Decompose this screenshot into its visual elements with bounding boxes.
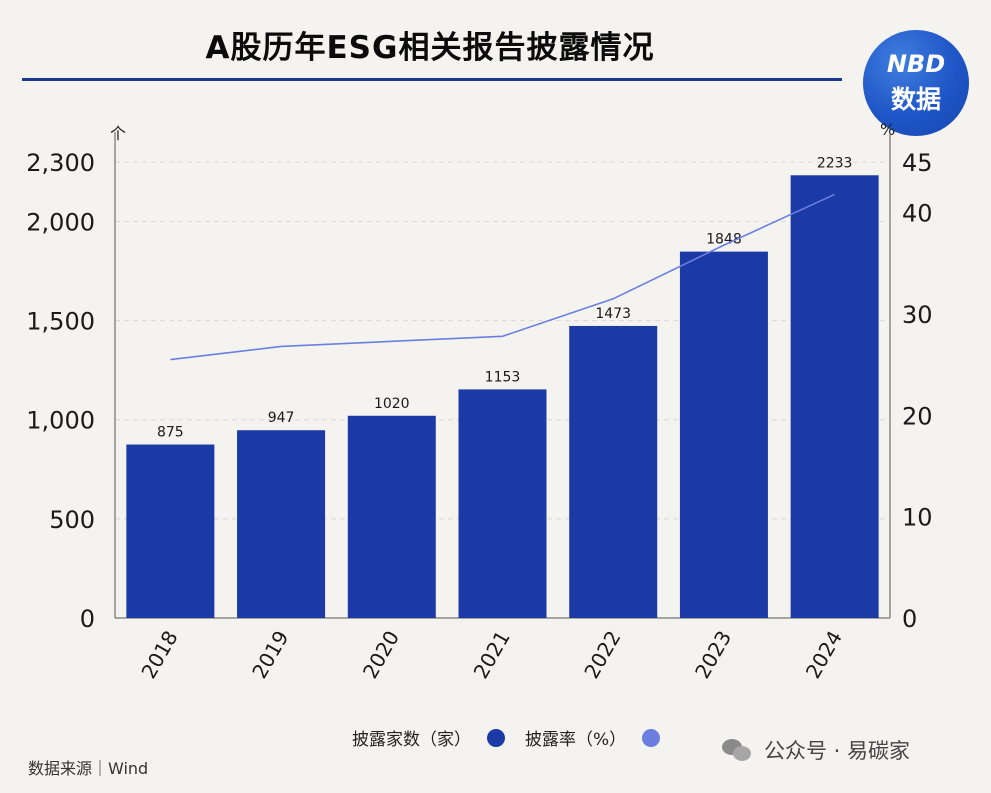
left-tick-label: 2,300 — [26, 149, 95, 177]
bar — [569, 325, 658, 618]
left-tick-label: 1,000 — [26, 407, 95, 435]
bar-data-label: 875 — [157, 425, 184, 441]
left-axis-unit: 个 — [110, 124, 127, 143]
right-tick-label: 0 — [902, 605, 917, 633]
legend-bars-swatch — [487, 728, 505, 747]
left-tick-label: 500 — [49, 506, 95, 534]
bar — [790, 175, 879, 618]
bar — [347, 415, 436, 618]
right-tick-label: 10 — [902, 504, 933, 532]
chart-title: A股历年ESG相关报告披露情况 — [205, 30, 655, 66]
right-tick-label: 40 — [902, 200, 933, 228]
x-tick-label: 2023 — [690, 627, 736, 683]
x-tick-label: 2024 — [801, 627, 847, 683]
right-tick-label: 45 — [902, 149, 933, 177]
logo-line2: 数据 — [890, 85, 941, 114]
bar-data-label: 1020 — [374, 396, 410, 412]
legend-line-label: 披露率（%） — [525, 730, 627, 750]
bar-data-label: 1473 — [595, 306, 631, 322]
bar — [126, 444, 215, 618]
legend-line-swatch — [642, 728, 661, 747]
legend-bars-label: 披露家数（家） — [352, 730, 471, 750]
right-tick-label: 30 — [902, 301, 933, 329]
watermark-text: 公众号 · 易碳家 — [764, 739, 911, 763]
x-tick-label: 2019 — [247, 627, 293, 683]
right-tick-label: 20 — [902, 402, 933, 430]
x-tick-label: 2022 — [579, 627, 625, 683]
legend: 披露家数（家） 披露率（%） — [352, 725, 680, 750]
nbd-logo: NBD 数据 — [863, 30, 969, 136]
bar-data-label: 2233 — [817, 155, 853, 171]
bar — [237, 430, 326, 618]
title-divider — [22, 78, 842, 81]
wechat-icon — [722, 737, 752, 763]
left-tick-label: 0 — [80, 605, 95, 633]
left-tick-label: 1,500 — [26, 308, 95, 336]
bar — [458, 389, 547, 618]
bar-data-label: 1848 — [706, 232, 742, 248]
bar — [679, 251, 768, 619]
right-axis-unit: % — [880, 120, 896, 139]
bar-data-label: 1153 — [485, 369, 521, 385]
bar-data-label: 947 — [268, 410, 295, 426]
data-source: 数据来源｜Wind — [28, 759, 149, 778]
disclosure-rate-line — [170, 193, 835, 361]
x-tick-label: 2020 — [358, 627, 404, 683]
logo-line1: NBD — [886, 50, 946, 78]
x-tick-label: 2018 — [136, 627, 182, 683]
x-tick-label: 2021 — [469, 627, 515, 683]
wechat-watermark: 公众号 · 易碳家 — [722, 735, 910, 765]
left-tick-label: 2,000 — [26, 208, 95, 236]
